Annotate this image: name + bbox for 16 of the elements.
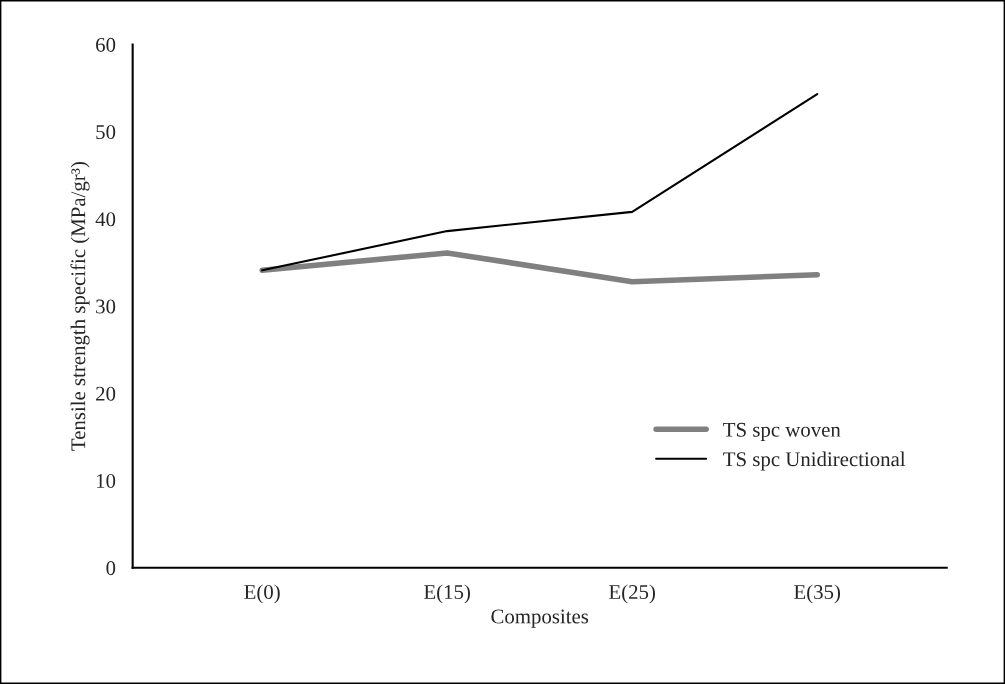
- y-tick-label: 20: [96, 386, 116, 401]
- y-tick-label: 40: [95, 212, 116, 227]
- x-axis-title: Composites: [491, 609, 589, 628]
- x-tick-label: E(35): [794, 584, 841, 604]
- y-tick-label: 0: [106, 561, 116, 576]
- y-tick-label: 10: [96, 473, 116, 488]
- y-tick-label: 30: [96, 299, 116, 314]
- line-series: [261, 93, 819, 272]
- x-tick-label: E(15): [424, 584, 470, 604]
- x-tick-label: E(25): [609, 584, 655, 604]
- x-tick-label: E(0): [244, 584, 280, 604]
- legend-label: TS spc Unidirectional: [723, 451, 906, 471]
- y-axis-title: Tensile strength specific (MPa/gr³): [70, 162, 90, 451]
- y-tick-label: 60: [96, 37, 116, 52]
- y-tick-label: 50: [96, 125, 116, 140]
- legend-label: TS spc woven: [723, 422, 841, 442]
